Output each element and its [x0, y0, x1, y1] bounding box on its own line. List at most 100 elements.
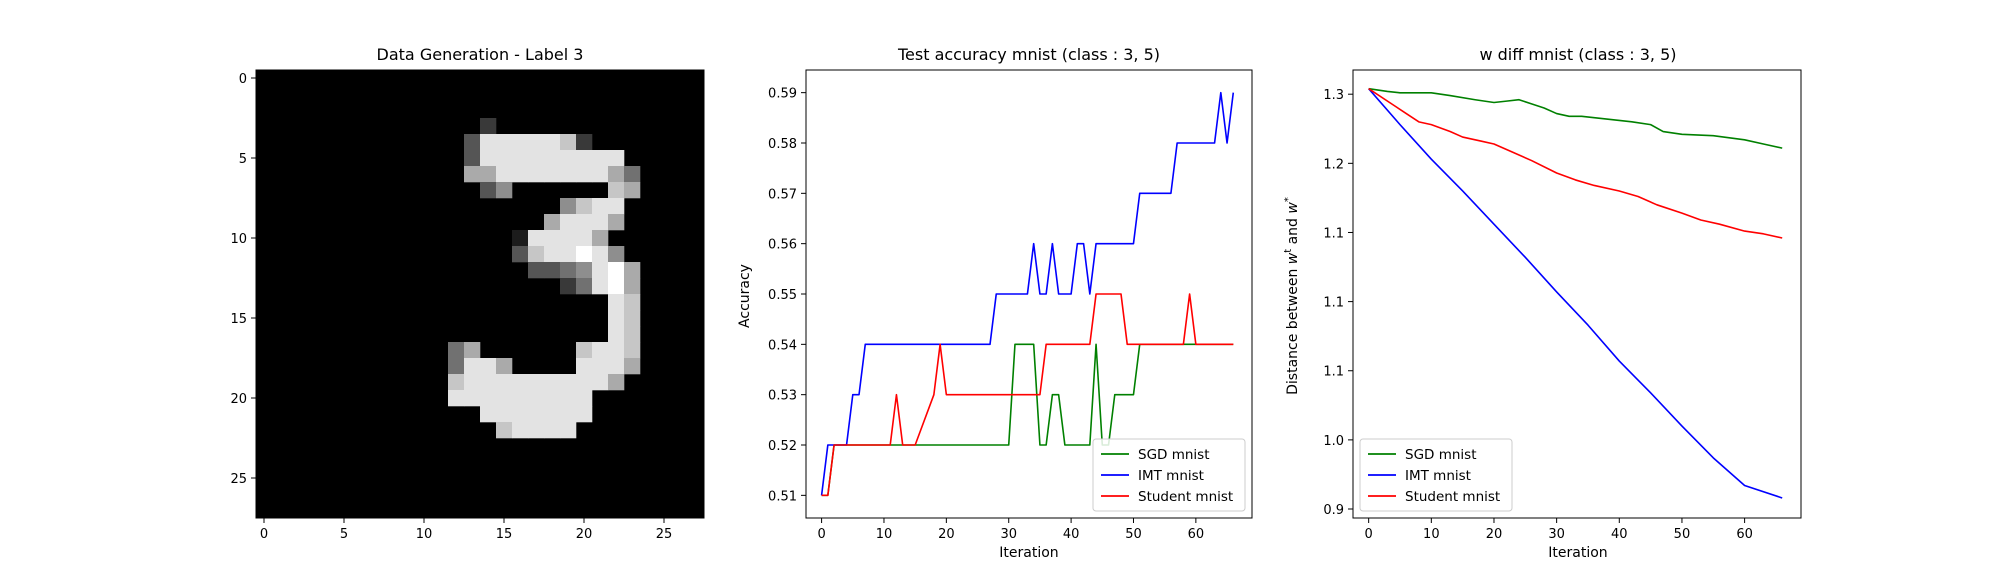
legend-label: SGD mnist [1138, 447, 1210, 463]
pixel-cell [624, 182, 641, 199]
pixel-cell [576, 246, 593, 263]
pixel-cell [496, 374, 513, 391]
wdiff-title: w diff mnist (class : 3, 5) [1479, 45, 1676, 64]
pixel-cell [608, 198, 625, 215]
pixel-cell [512, 374, 529, 391]
pixel-cell [560, 374, 577, 391]
pixel-cell [544, 166, 561, 183]
pixel-cell [512, 150, 529, 167]
y-tick-label: 0.52 [768, 439, 797, 454]
pixel-cell [528, 390, 545, 407]
pixel-cell [544, 406, 561, 423]
pixel-cell [592, 166, 609, 183]
series-line-imt-mnist [820, 91, 1235, 496]
pixel-cell [464, 390, 481, 407]
pixel-cell [608, 214, 625, 231]
pixel-cell [560, 230, 577, 247]
pixel-cell [592, 230, 609, 247]
pixel-cell [576, 406, 593, 423]
image-frame [255, 69, 705, 519]
pixel-cell [512, 166, 529, 183]
series-line-student-mnist [1368, 88, 1783, 239]
pixel-cell [496, 422, 513, 439]
y-tick-label: 1.0 [1323, 434, 1344, 449]
pixel-cell [592, 246, 609, 263]
pixel-cell [464, 166, 481, 183]
legend-label: IMT mnist [1138, 468, 1204, 484]
pixel-cell [624, 358, 641, 375]
y-tick-label: 0.54 [768, 338, 797, 353]
x-tick-label: 20 [938, 527, 955, 542]
pixel-cell [480, 406, 497, 423]
pixel-cell [528, 134, 545, 151]
y-tick-label: 0.51 [768, 489, 797, 504]
pixel-cell [608, 310, 625, 327]
pixel-cell [592, 358, 609, 375]
pixel-cell [528, 150, 545, 167]
y-tick-label: 0.58 [768, 137, 797, 152]
y-tick-label: 1.3 [1323, 88, 1344, 103]
x-tick-label: 30 [1548, 527, 1565, 542]
pixel-cell [608, 326, 625, 343]
pixel-cell [560, 198, 577, 215]
pixel-cell [544, 246, 561, 263]
pixel-cell [608, 150, 625, 167]
pixel-cell [496, 166, 513, 183]
x-tick-label: 60 [1736, 527, 1753, 542]
accuracy-xlabel: Iteration [999, 545, 1058, 561]
pixel-cell [560, 278, 577, 295]
legend-box [1359, 438, 1513, 512]
pixel-cell [464, 358, 481, 375]
pixel-cell [576, 166, 593, 183]
y-tick-label: 0.55 [768, 288, 797, 303]
y-tick-label: 0.59 [768, 87, 797, 102]
legend-label: Student mnist [1405, 489, 1500, 505]
wdiff-legend: SGD mnist IMT mnist Student mnist [1359, 438, 1513, 512]
x-tick-label: 30 [1000, 527, 1017, 542]
pixel-cell [608, 246, 625, 263]
x-tick-label: 10 [1423, 527, 1440, 542]
pixel-cell [544, 214, 561, 231]
pixel-cell [544, 134, 561, 151]
wdiff-series [1368, 87, 1783, 499]
image-title: Data Generation - Label 3 [377, 45, 584, 64]
pixel-cell [512, 134, 529, 151]
x-tick-label: 50 [1674, 527, 1691, 542]
pixel-cell [480, 118, 497, 135]
pixel-cell [512, 390, 529, 407]
pixel-cell [608, 166, 625, 183]
accuracy-title: Test accuracy mnist (class : 3, 5) [897, 45, 1160, 64]
pixel-cell [496, 390, 513, 407]
y-tick-label: 10 [230, 232, 247, 247]
x-tick-label: 15 [496, 527, 513, 542]
wdiff-ticks: 0 10 20 30 40 50 60 0.9 1.0 1.1 1.1 1.1 1.2 1.3 [1323, 88, 1753, 542]
pixel-cell [608, 294, 625, 311]
legend-label: IMT mnist [1405, 468, 1471, 484]
wdiff-frame [1352, 69, 1802, 519]
pixel-cell [560, 262, 577, 279]
pixel-cell [496, 150, 513, 167]
pixel-cell [496, 358, 513, 375]
pixel-cell [624, 310, 641, 327]
pixel-cell [608, 374, 625, 391]
y-tick-label: 0.57 [768, 187, 797, 202]
pixel-cell [496, 406, 513, 423]
pixel-cell [576, 342, 593, 359]
pixel-cell [560, 134, 577, 151]
pixel-grid [256, 70, 704, 518]
pixel-cell [480, 358, 497, 375]
pixel-cell [560, 390, 577, 407]
pixel-cell [464, 342, 481, 359]
series-line-sgd-mnist [821, 343, 1234, 497]
x-tick-label: 10 [416, 527, 433, 542]
y-tick-label: 5 [239, 152, 247, 167]
pixel-cell [576, 214, 593, 231]
pixel-cell [512, 230, 529, 247]
x-tick-label: 40 [1063, 527, 1080, 542]
pixel-cell [608, 358, 625, 375]
pixel-cell [576, 358, 593, 375]
pixel-cell [592, 278, 609, 295]
x-tick-label: 25 [656, 527, 673, 542]
pixel-cell [544, 150, 561, 167]
pixel-cell [592, 150, 609, 167]
